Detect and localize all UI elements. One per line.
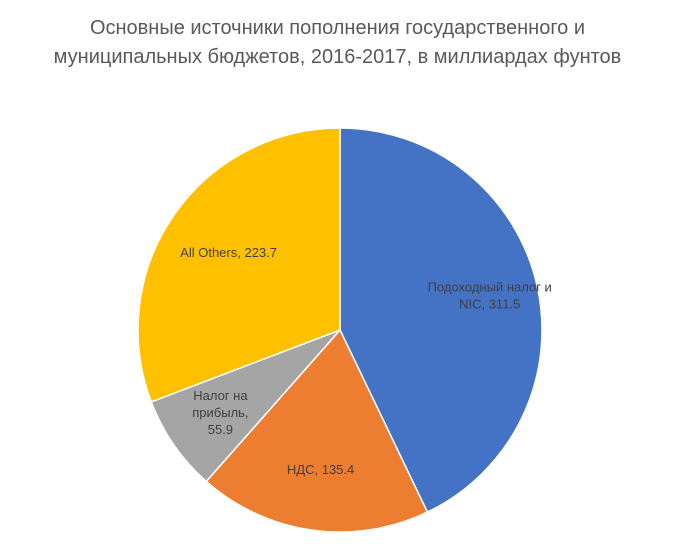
pie-label-2-line-0: Налог на [193, 388, 248, 403]
pie-slices [137, 127, 543, 533]
pie-labels: Подоходный налог и NIC, 311.5 НДС, 135.4 На… [180, 245, 552, 477]
pie-label-0-line-1: NIC, 311.5 [459, 296, 520, 311]
pie-slice-1 [205, 328, 429, 533]
chart-title-line-2: муниципальных бюджетов, 2016-2017, в мил… [53, 46, 622, 68]
pie-label-1-line-0: НДС, 135.4 [287, 462, 354, 477]
pie-label-3: All Others, 223.7 [180, 245, 277, 260]
pie-label-2: Налог на прибыль, 55.9 [192, 388, 248, 437]
pie-label-2-line-2: 55.9 [208, 422, 233, 437]
chart-title: Основные источники пополнения государств… [0, 14, 675, 72]
pie-label-0-line-0: Подоходный налог и [428, 279, 552, 294]
pie-label-3-line-0: All Others, 223.7 [180, 245, 277, 260]
chart-title-line-1: Основные источники пополнения государств… [89, 17, 586, 39]
pie-slice-2 [150, 329, 341, 483]
pie-slice-0 [339, 127, 543, 514]
pie-label-0: Подоходный налог и NIC, 311.5 [428, 279, 552, 311]
pie-label-1: НДС, 135.4 [287, 462, 354, 477]
pie-slice-3 [137, 127, 341, 403]
pie-label-2-line-1: прибыль, [192, 405, 248, 420]
